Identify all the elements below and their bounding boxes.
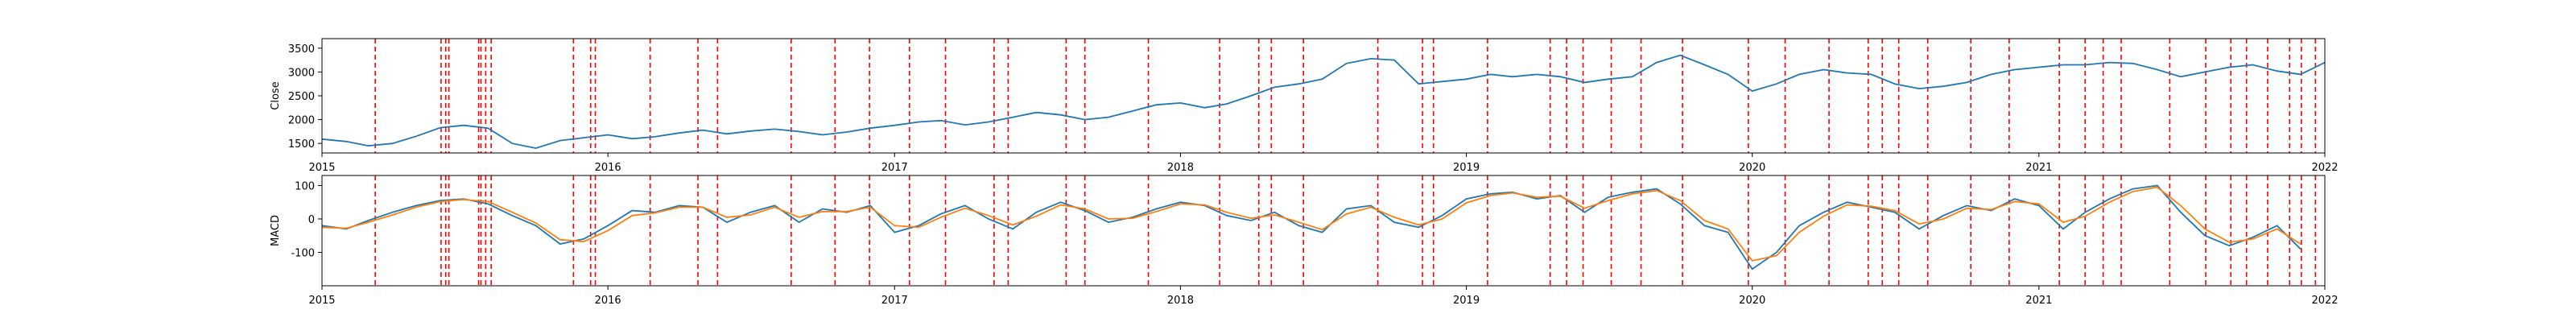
y-tick-label: 3000 [288,67,315,79]
y-tick-label: 2000 [288,115,315,127]
x-tick-label: 2021 [2025,295,2052,307]
y-tick-label: 0 [308,214,315,226]
y-axis-label: MACD [270,215,282,246]
y-tick-label: 1500 [288,138,315,151]
y-tick-label: -100 [291,247,315,259]
macd-panel: -100 0 100 2015 2016 2017 2018 2019 2020 2021 2022… [270,175,2339,307]
x-tick-label: 2015 [308,295,335,307]
series-line-1 [322,54,2325,150]
x-tick-label: 2018 [1167,162,1194,174]
x-tick-label: 2017 [881,162,908,174]
x-tick-label: 2016 [595,295,621,307]
x-tick-label: 2021 [2025,162,2052,174]
x-tick-label: 2020 [1739,295,1765,307]
x-tick-label: 2022 [2311,295,2338,307]
y-tick-label: 3500 [288,43,315,56]
y-tick-label: 100 [295,180,315,192]
x-tick-label: 2016 [595,162,621,174]
x-tick-label: 2015 [308,162,335,174]
axes-frame [321,175,2326,287]
series-line-1 [322,184,2301,270]
x-tick-label: 2019 [1453,295,1480,307]
plot-area [322,39,2325,153]
x-tick-label: 2022 [2311,162,2338,174]
x-tick-label: 2020 [1739,162,1765,174]
x-tick-label: 2018 [1167,295,1194,307]
x-tick-label: 2019 [1453,162,1480,174]
close-price-panel: 1500 2000 2500 3000 3500 2015 2016 2017 2018 2019… [270,38,2339,174]
y-axis-label: Close [270,81,282,109]
y-tick-label: 2500 [288,91,315,103]
series-line-2 [322,186,2301,262]
x-tick-label: 2017 [881,295,908,307]
